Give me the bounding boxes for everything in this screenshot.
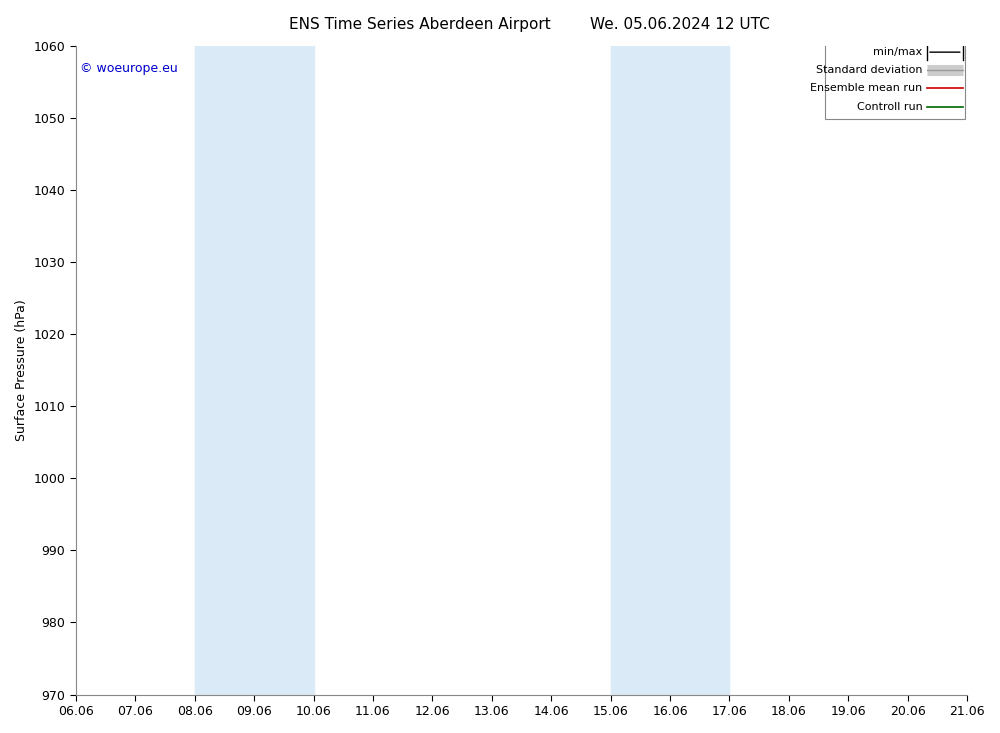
Text: min/max: min/max (873, 47, 923, 57)
Text: ENS Time Series Aberdeen Airport: ENS Time Series Aberdeen Airport (289, 17, 551, 32)
Text: Standard deviation: Standard deviation (816, 65, 923, 75)
Bar (611, 45, 729, 695)
Y-axis label: Surface Pressure (hPa): Surface Pressure (hPa) (15, 299, 28, 441)
Text: Ensemble mean run: Ensemble mean run (810, 84, 923, 94)
Text: Controll run: Controll run (857, 102, 923, 111)
Bar (195, 45, 314, 695)
Text: We. 05.06.2024 12 UTC: We. 05.06.2024 12 UTC (590, 17, 770, 32)
Text: © woeurope.eu: © woeurope.eu (80, 62, 178, 75)
